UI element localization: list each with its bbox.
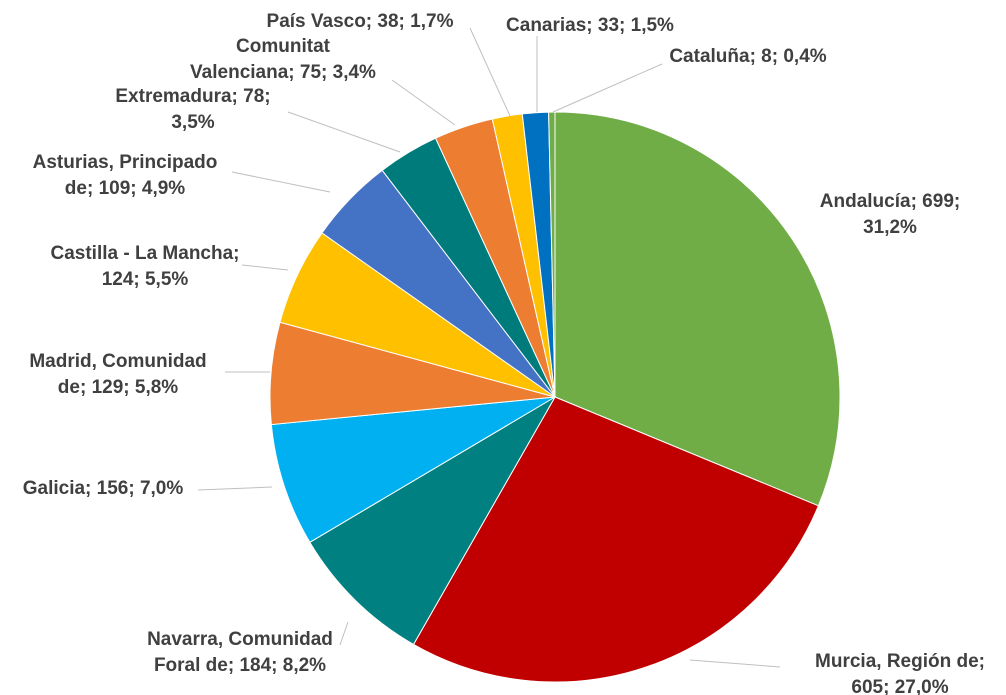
- data-label: Canarias; 33; 1,5%: [506, 15, 674, 36]
- data-label: Murcia, Región de;: [815, 651, 985, 672]
- data-label: Andalucía; 699;: [820, 191, 960, 212]
- data-label: Comunitat: [236, 36, 331, 57]
- leader-line: [391, 79, 456, 126]
- data-label: Galicia; 156; 7,0%: [23, 478, 184, 499]
- leader-line: [231, 171, 331, 193]
- pie-slice: [548, 111, 556, 398]
- data-label: de; 109; 4,9%: [65, 178, 185, 199]
- leader-line: [689, 659, 781, 668]
- data-label: Extremadura; 78;: [115, 86, 270, 107]
- data-label: Cataluña; 8; 0,4%: [669, 46, 826, 67]
- leader-line: [241, 264, 289, 271]
- data-label: de; 129; 5,8%: [58, 377, 178, 398]
- pie-slice: [554, 111, 841, 507]
- leader-line: [197, 486, 273, 491]
- pie-slice: [309, 395, 557, 646]
- pie-slice: [270, 396, 556, 543]
- data-label: 31,2%: [863, 217, 917, 238]
- leader-line: [469, 27, 511, 117]
- data-label: 3,5%: [171, 112, 214, 133]
- leader-line: [339, 621, 349, 646]
- leader-line: [552, 63, 663, 113]
- data-label: Navarra, Comunidad: [147, 629, 333, 650]
- data-label: 605; 27,0%: [851, 677, 948, 695]
- data-label: 124; 5,5%: [102, 269, 189, 290]
- leader-line: [287, 111, 401, 153]
- data-label: Madrid, Comunidad: [29, 351, 206, 372]
- data-label: País Vasco; 38; 1,7%: [267, 11, 454, 32]
- data-label: Asturias, Principado: [33, 152, 218, 173]
- data-label: Valenciana; 75; 3,4%: [190, 62, 376, 83]
- data-label: Foral de; 184; 8,2%: [154, 655, 326, 676]
- data-label: Castilla - La Mancha;: [51, 243, 240, 264]
